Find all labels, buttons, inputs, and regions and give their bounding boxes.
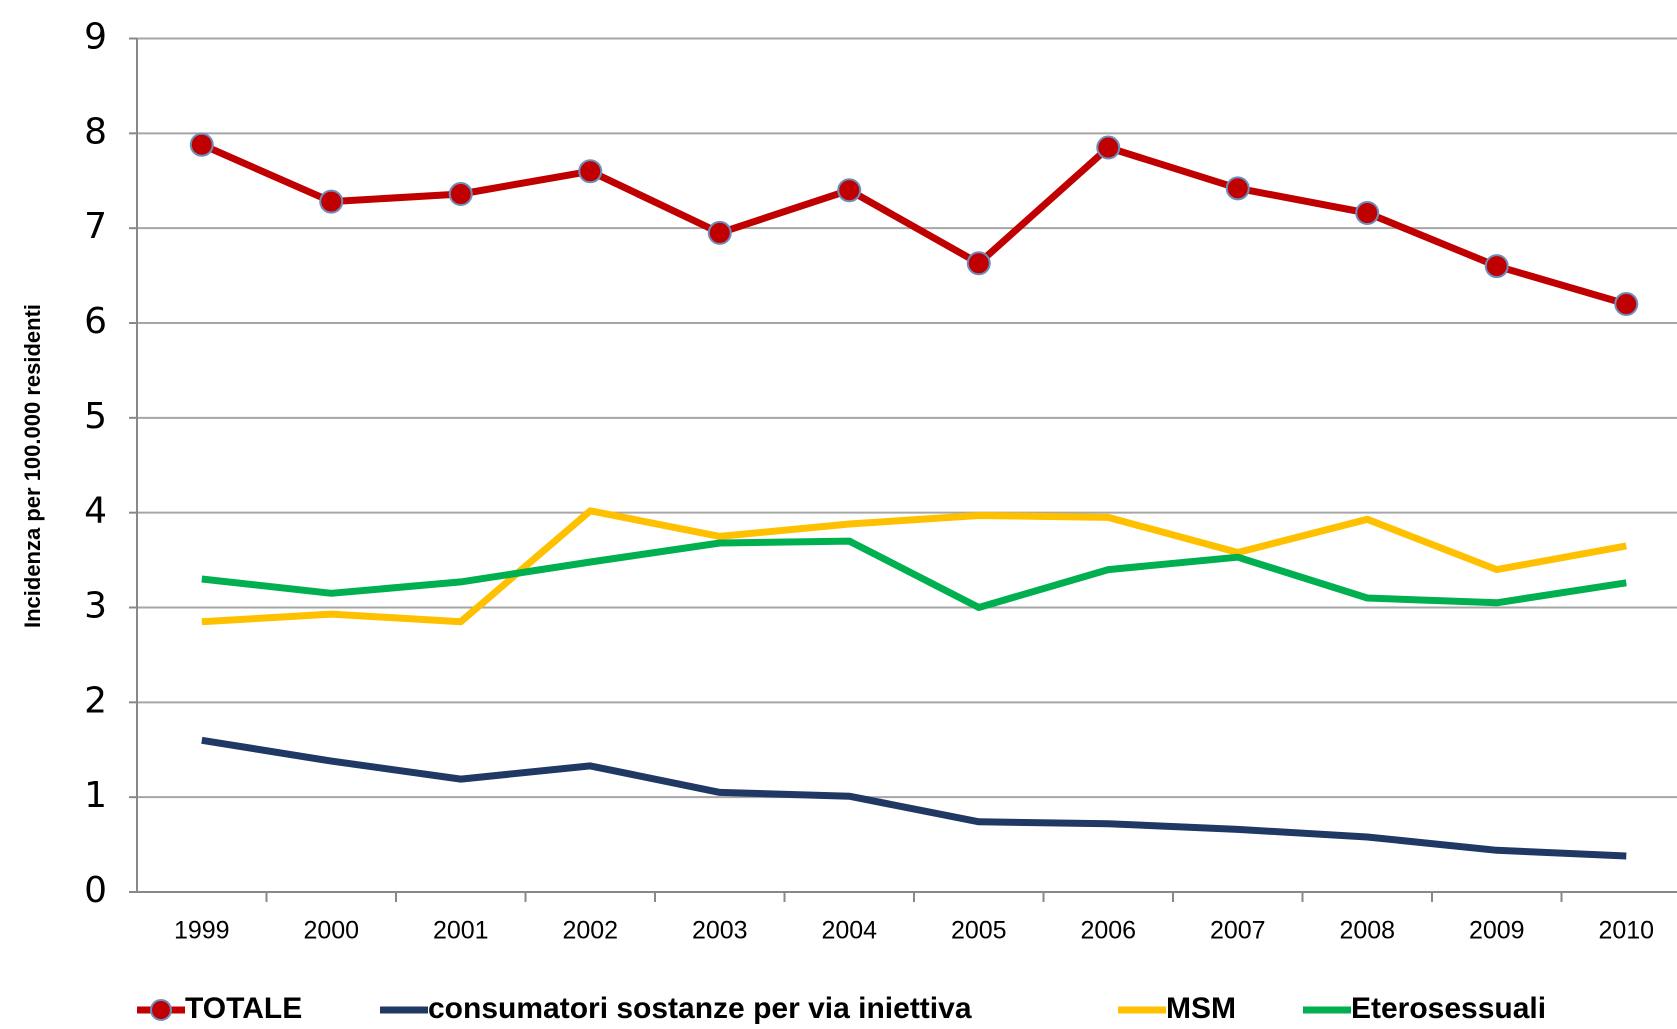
x-tick-label: 1999 [174,917,230,945]
data-point [1096,135,1121,160]
x-tick-label: 2004 [821,917,877,945]
legend-label: consumatori sostanze per via iniettiva [428,992,972,1025]
data-point [1225,176,1250,201]
data-point [707,220,732,245]
y-tick-label: 0 [84,870,107,911]
data-point [1355,200,1380,225]
x-tick-label: 2001 [433,917,489,945]
x-tick-label: 2008 [1339,917,1395,945]
x-tick-label: 2010 [1598,917,1654,945]
y-tick-label: 1 [84,775,107,816]
y-tick-label: 5 [84,396,107,437]
series-line [201,537,1627,611]
legend-marker [150,999,172,1021]
x-tick-label: 2005 [951,917,1007,945]
data-point [966,251,991,276]
x-tick-label: 2000 [303,917,359,945]
x-tick-label: 2002 [562,917,618,945]
data-point [578,159,603,184]
y-tick-label: 3 [84,586,107,627]
x-tick-label: 2009 [1469,917,1525,945]
y-tick-label: 8 [84,111,107,152]
y-tick-label: 4 [84,491,107,532]
data-point [837,178,862,203]
data-point [189,132,214,157]
data-point [1484,254,1509,279]
data-point [1614,292,1639,317]
y-tick-label: 2 [84,680,107,721]
x-tick-label: 2006 [1080,917,1136,945]
data-point [319,189,344,214]
legend-label: MSM [1166,992,1236,1025]
data-point [448,182,473,207]
x-tick-label: 2003 [692,917,748,945]
x-tick-label: 2007 [1210,917,1266,945]
series-line [201,736,1627,860]
y-tick-label: 6 [84,301,107,342]
y-tick-label: 7 [84,206,107,247]
legend-label: Eterosessuali [1351,992,1546,1025]
legend-label: TOTALE [185,992,302,1025]
y-tick-label: 9 [84,17,107,58]
y-axis-label: Incidenza per 100.000 residenti [20,304,45,628]
series-line [201,507,1627,626]
series-line [200,141,1628,308]
